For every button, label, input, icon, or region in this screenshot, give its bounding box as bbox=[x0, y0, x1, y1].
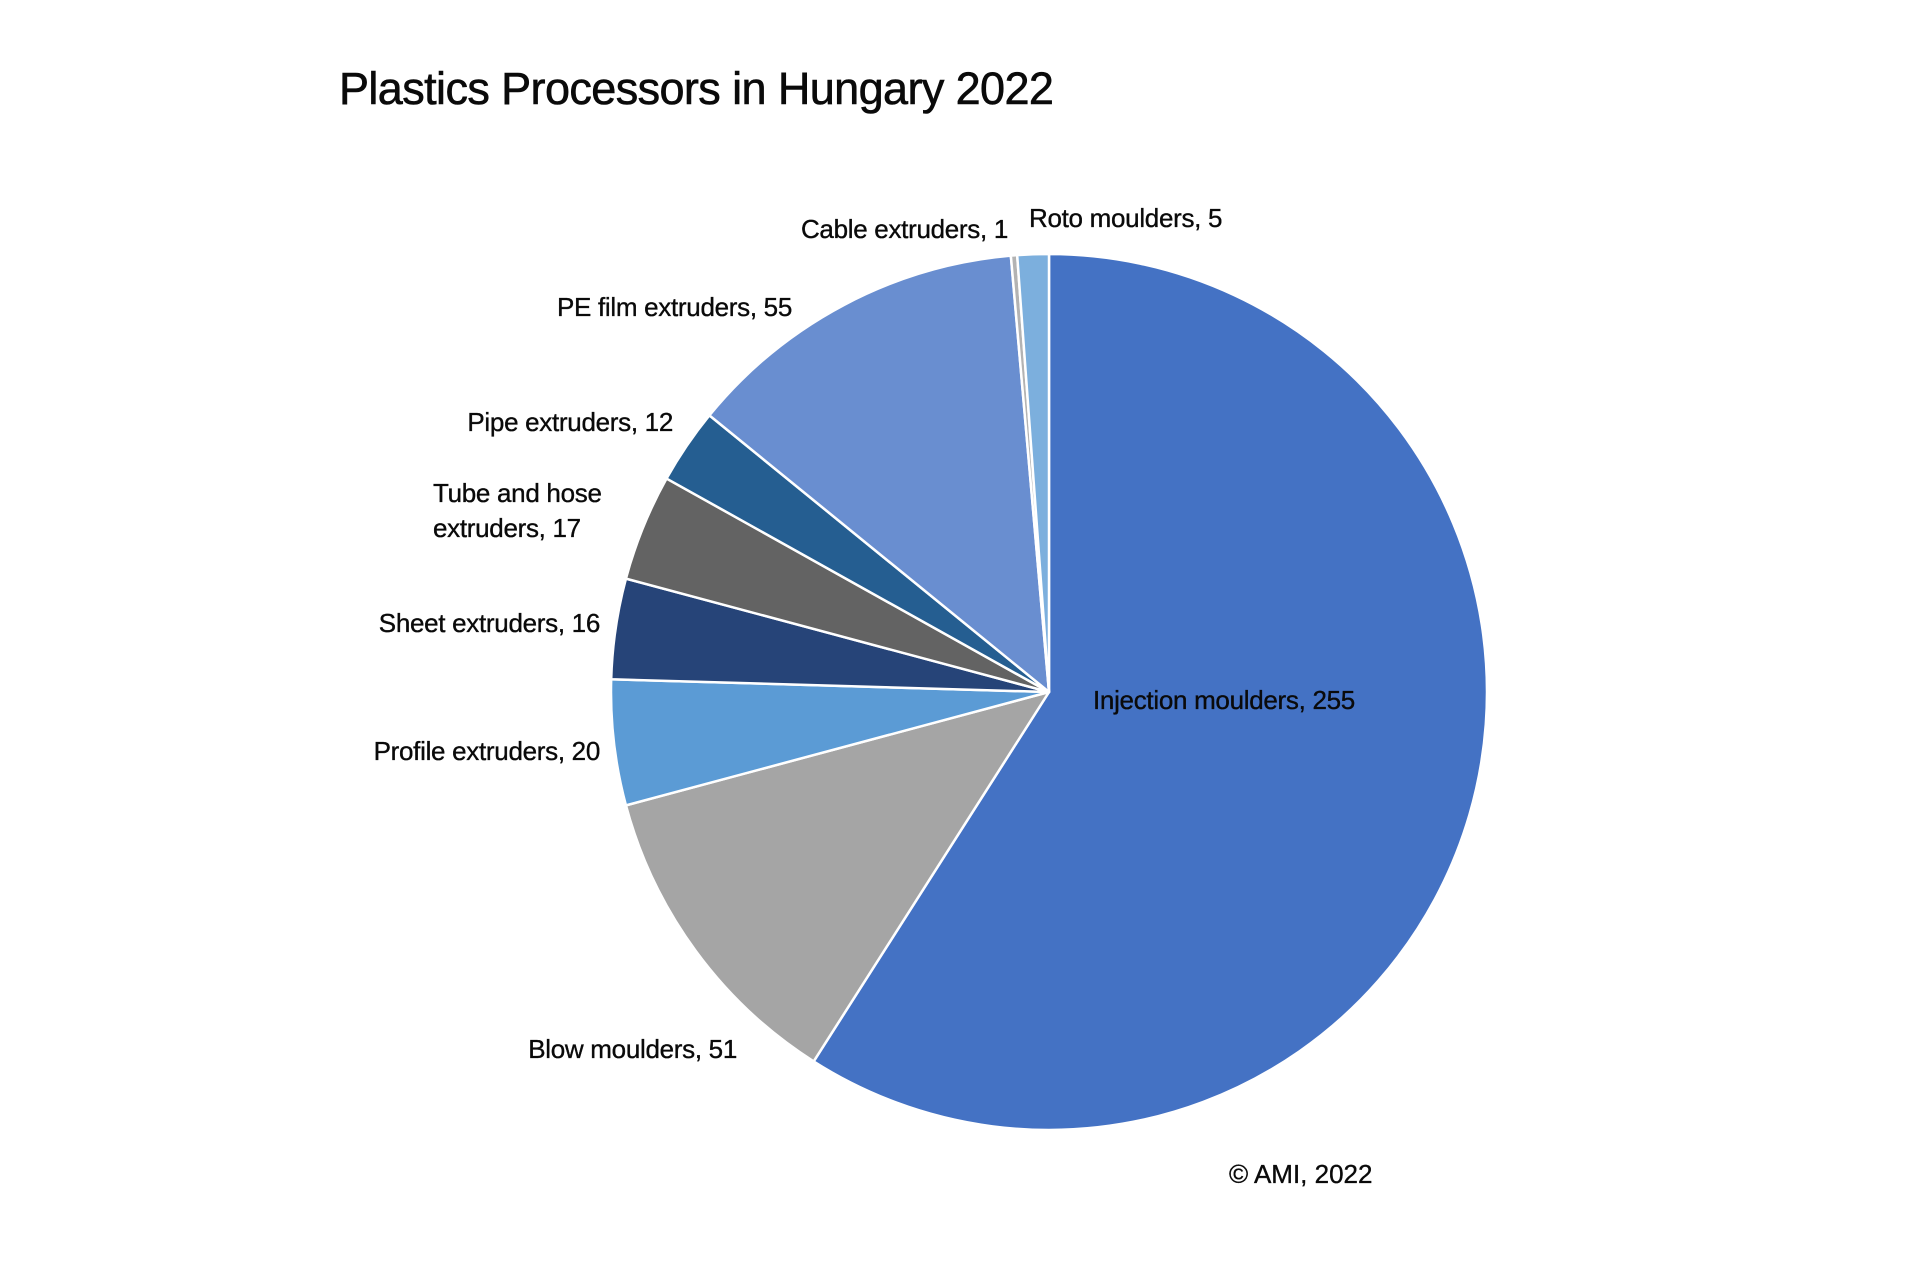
label-sheet-extruders: Sheet extruders, 16 bbox=[378, 608, 601, 638]
copyright-note: © AMI, 2022 bbox=[1229, 1159, 1373, 1189]
label-tube-line1: Tube and hose bbox=[433, 478, 602, 508]
label-injection-moulders: Injection moulders, 255 bbox=[1093, 685, 1356, 715]
label-cable-extruders: Cable extruders, 1 bbox=[800, 214, 1009, 244]
pie-slice-injection-moulders bbox=[812, 252, 1489, 1132]
label-pipe-extruders: Pipe extruders, 12 bbox=[467, 407, 673, 437]
label-profile-extruders: Profile extruders, 20 bbox=[373, 736, 600, 766]
label-tube-and-hose-extruders: Tube and hose extruders, 17 bbox=[433, 476, 602, 546]
label-blow-moulders: Blow moulders, 51 bbox=[528, 1034, 737, 1064]
chart-title: Plastics Processors in Hungary 2022 bbox=[339, 63, 1055, 115]
label-tube-line2: extruders, 17 bbox=[433, 513, 582, 543]
label-roto-moulders: Roto moulders, 5 bbox=[1029, 203, 1223, 233]
pie-slices bbox=[609, 252, 1489, 1132]
pie-slice-roto-moulders bbox=[1015, 252, 1051, 694]
label-pe-film-extruders: PE film extruders, 55 bbox=[556, 292, 793, 322]
pie-slice-blow-moulders bbox=[624, 690, 1051, 1063]
pie-slice-pe-film-extruders bbox=[708, 254, 1051, 694]
